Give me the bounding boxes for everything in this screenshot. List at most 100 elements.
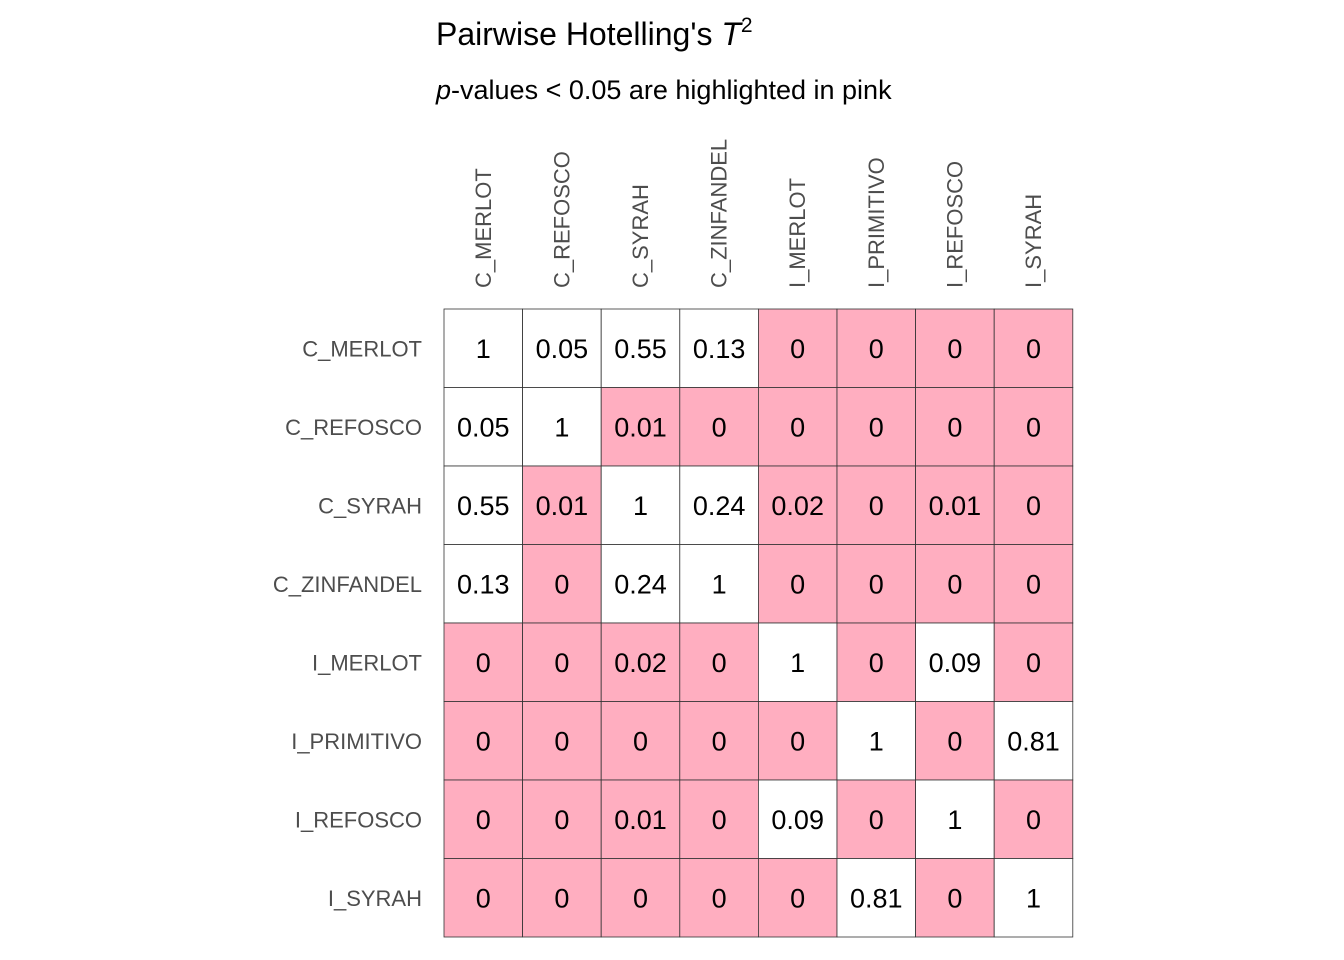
heatmap-cell-i-syrah-c-merlot [443,858,523,938]
heatmap-cell-i-merlot-c-zinfandel [679,622,759,702]
heatmap-cell-c-zinfandel-c-refosco [522,544,602,624]
heatmap-cell-label: 0 [790,883,805,913]
heatmap-cell-label: 1 [869,726,884,756]
heatmap-cell-label: 0.81 [850,883,903,913]
heatmap-cell-label: 1 [790,648,805,678]
heatmap-cell-c-zinfandel-i-primitivo [836,544,916,624]
heatmap-cell-c-syrah-c-merlot [443,465,523,545]
column-label-i-merlot: I_MERLOT [785,178,810,288]
chart-subtitle: p-values < 0.05 are highlighted in pink [436,75,892,106]
heatmap-cell-label: 0 [1026,491,1041,521]
heatmap-cell-label: 1 [476,334,491,364]
row-label-i-primitivo: I_PRIMITIVO [291,729,422,754]
heatmap-cell-c-merlot-i-primitivo [836,308,916,388]
chart-title-superscript: 2 [740,14,753,37]
heatmap-cell-c-syrah-i-syrah [993,465,1074,545]
heatmap-cell-label: 0 [790,569,805,599]
heatmap-cell-label: 0.02 [771,491,824,521]
heatmap-cell-c-refosco-i-syrah [993,387,1074,467]
row-label-c-zinfandel: C_ZINFANDEL [273,572,422,597]
heatmap-cell-label: 0 [633,883,648,913]
heatmap-cell-label: 0 [869,805,884,835]
heatmap-cell-c-syrah-i-merlot [758,465,838,545]
heatmap-cell-label: 0 [1026,412,1041,442]
heatmap-cell-label: 0.24 [614,569,667,599]
heatmap-cell-label: 0 [1026,334,1041,364]
heatmap-cell-i-merlot-c-merlot [443,622,523,702]
heatmap-cell-i-refosco-c-syrah [600,779,681,859]
column-labels: C_MERLOT C_REFOSCO C_SYRAH C_ZINFANDEL I_MER… [471,139,1046,288]
heatmap-cell-i-refosco-i-syrah [993,779,1074,859]
row-label-c-refosco: C_REFOSCO [285,415,422,440]
heatmap-cell-label: 0 [712,883,727,913]
heatmap-cell-c-refosco-c-merlot [443,387,523,467]
heatmap-cell-c-merlot-i-refosco [915,308,995,388]
row-label-c-merlot: C_MERLOT [302,336,422,361]
heatmap-cell-label: 0 [476,805,491,835]
heatmap-cell-label: 0 [790,334,805,364]
heatmap-cell-i-refosco-i-primitivo [836,779,916,859]
heatmap-cell-label: 0 [869,334,884,364]
heatmap-cell-label: 0 [712,648,727,678]
heatmap-cell-i-syrah-c-zinfandel [679,858,759,938]
heatmap-cell-i-primitivo-c-refosco [522,701,602,781]
column-label-c-refosco: C_REFOSCO [549,151,574,288]
heatmap-cell-label: 0 [476,726,491,756]
heatmap-cell-label: 0 [1026,805,1041,835]
heatmap-cell-label: 0 [869,569,884,599]
heatmap-cell-label: 1 [633,491,648,521]
column-label-i-refosco: I_REFOSCO [942,161,967,288]
heatmap-cell-label: 0 [947,883,962,913]
heatmap-cell-label: 0 [554,648,569,678]
heatmap-cell-c-zinfandel-c-zinfandel [679,544,759,624]
column-label-i-syrah: I_SYRAH [1021,194,1046,288]
heatmap-cell-label: 0 [947,412,962,442]
heatmap-cell-label: 0 [947,334,962,364]
heatmap-cell-i-syrah-i-syrah [993,858,1074,938]
heatmap-cell-c-zinfandel-i-syrah [993,544,1074,624]
heatmap-cell-c-syrah-i-refosco [915,465,995,545]
heatmap-cell-c-merlot-i-syrah [993,308,1074,388]
heatmap-cell-label: 1 [712,569,727,599]
heatmap-cell-c-merlot-c-zinfandel [679,308,759,388]
heatmap-cell-label: 0 [869,491,884,521]
heatmap-cell-label: 0 [790,412,805,442]
heatmap-cell-c-refosco-c-syrah [600,387,681,467]
chart-title: Pairwise Hotelling's T2 [436,14,753,53]
heatmap-cell-label: 1 [554,412,569,442]
heatmap-cell-label: 0 [712,726,727,756]
heatmap-cell-label: 0 [476,648,491,678]
heatmap-cell-label: 0 [554,569,569,599]
heatmap-cell-c-syrah-c-zinfandel [679,465,759,545]
heatmap-cell-c-zinfandel-i-merlot [758,544,838,624]
chart-title-symbol: T [721,16,741,52]
heatmap-cell-i-primitivo-i-syrah [993,701,1074,781]
heatmap-cell-label: 0.09 [771,805,824,835]
heatmap-cell-label: 0.01 [614,412,667,442]
heatmap-cell-i-refosco-i-merlot [758,779,838,859]
heatmap-cell-label: 0 [554,805,569,835]
heatmap-cell-c-refosco-c-refosco [522,387,602,467]
chart-title-prefix: Pairwise Hotelling's [436,16,722,52]
row-labels: C_MERLOT C_REFOSCO C_SYRAH C_ZINFANDEL I_MER… [273,336,422,911]
heatmap-cell-label: 0 [1026,648,1041,678]
heatmap-cell-i-syrah-i-merlot [758,858,838,938]
heatmap-cell-label: 1 [1026,883,1041,913]
heatmap-cell-i-merlot-i-syrah [993,622,1074,702]
heatmap-cell-label: 0 [790,726,805,756]
heatmap-cell-label: 0 [947,569,962,599]
column-label-c-syrah: C_SYRAH [628,184,653,288]
heatmap-cell-label: 0 [476,883,491,913]
column-label-c-merlot: C_MERLOT [471,168,496,288]
heatmap-cell-label: 0.09 [929,648,982,678]
heatmap-cell-i-primitivo-i-primitivo [836,701,916,781]
heatmap-cell-label: 0.81 [1007,726,1060,756]
heatmap-cell-i-refosco-c-merlot [443,779,523,859]
heatmap-cell-label: 0.13 [693,334,746,364]
heatmap-cell-label: 0 [554,883,569,913]
heatmap-cell-i-syrah-c-syrah [600,858,681,938]
column-label-c-zinfandel: C_ZINFANDEL [707,139,732,288]
heatmap-cell-label: 0 [947,726,962,756]
heatmap-cell-label: 1 [947,805,962,835]
